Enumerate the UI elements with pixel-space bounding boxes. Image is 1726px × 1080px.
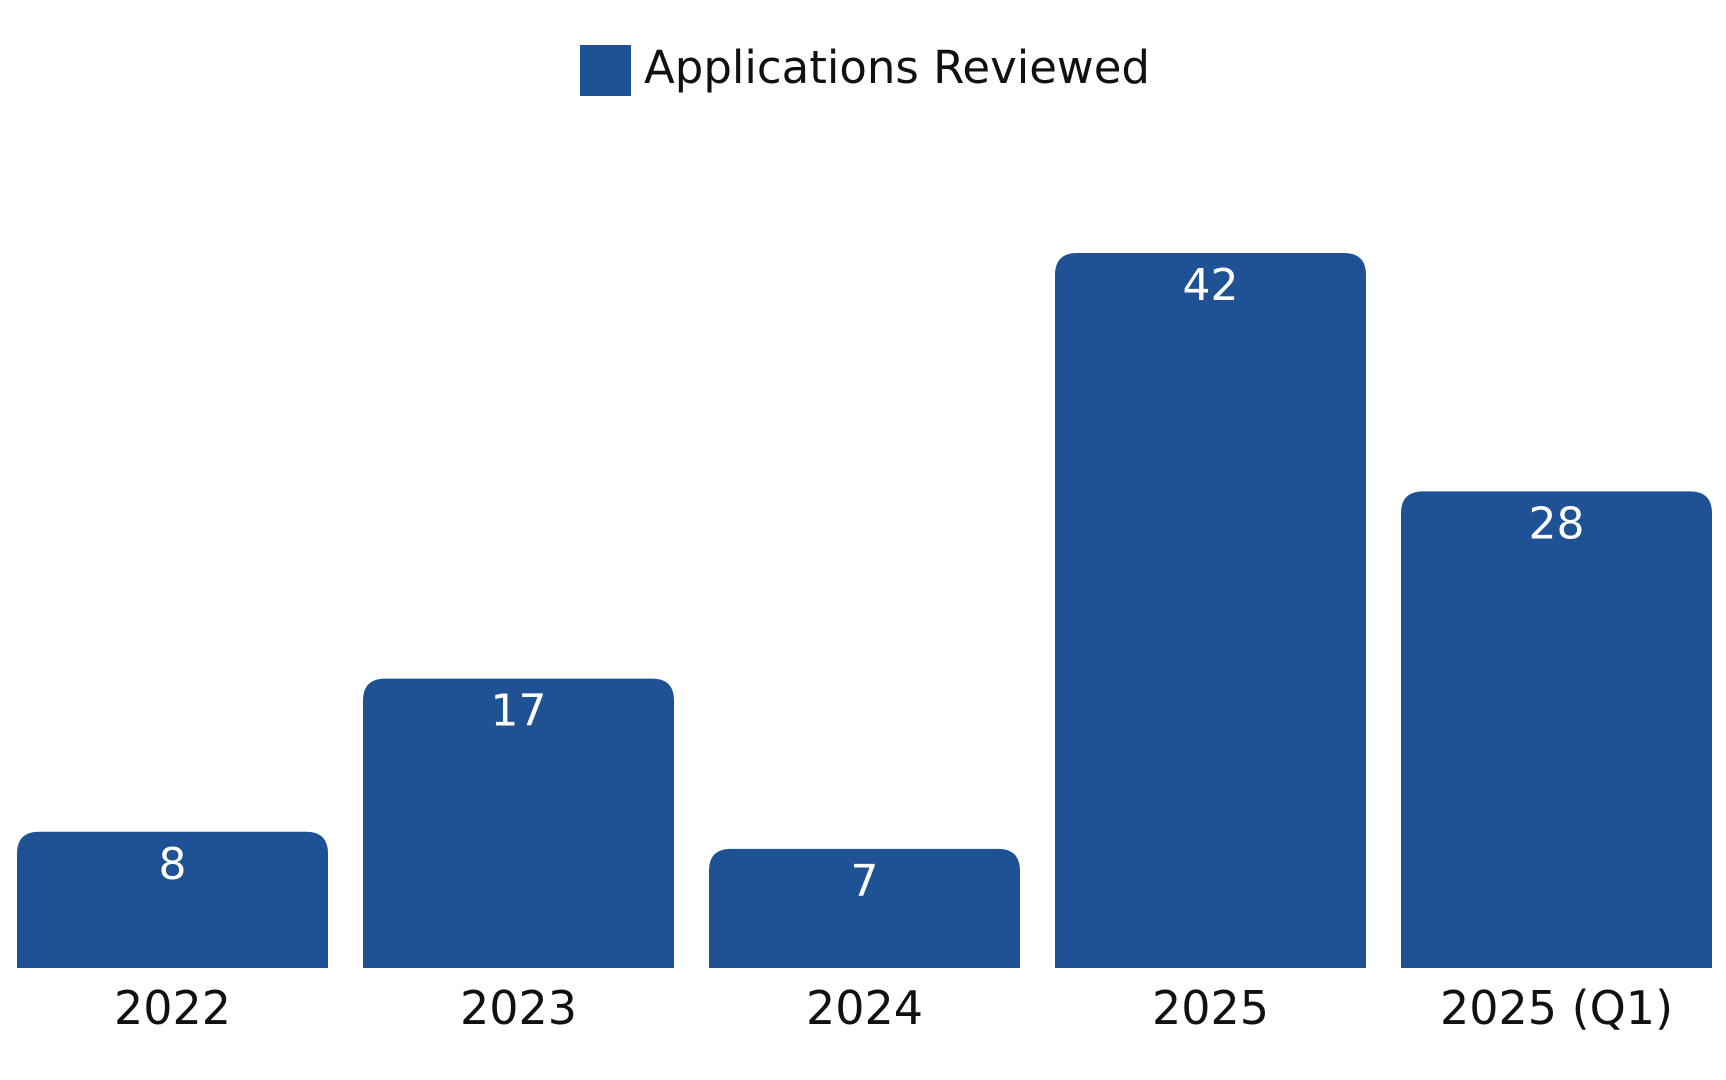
bar-value-label: 42 xyxy=(1183,260,1239,311)
bar-value-label: 28 xyxy=(1529,498,1585,549)
legend-swatch xyxy=(580,45,631,96)
bar-2025 xyxy=(1055,253,1366,968)
legend-label: Applications Reviewed xyxy=(644,41,1150,94)
bar-2023 xyxy=(363,678,674,968)
bar-value-label: 17 xyxy=(491,686,547,737)
x-tick-label: 2022 xyxy=(114,981,231,1035)
bar-2024 xyxy=(709,848,1020,968)
legend: Applications Reviewed xyxy=(580,41,1150,96)
x-tick-label: 2025 (Q1) xyxy=(1440,981,1673,1035)
bar-value-label: 7 xyxy=(851,856,879,907)
bar-2025-q1 xyxy=(1401,491,1712,968)
x-tick-label: 2024 xyxy=(806,981,923,1035)
x-axis-tick-labels: 2022 2023 2024 2025 2025 (Q1) xyxy=(114,981,1673,1035)
bars-group xyxy=(17,253,1712,968)
value-labels-group: 8 17 7 42 28 xyxy=(159,260,1585,907)
bar-2022 xyxy=(17,831,328,968)
bar-value-label: 8 xyxy=(159,839,187,890)
x-tick-label: 2025 xyxy=(1152,981,1269,1035)
x-tick-label: 2023 xyxy=(460,981,577,1035)
